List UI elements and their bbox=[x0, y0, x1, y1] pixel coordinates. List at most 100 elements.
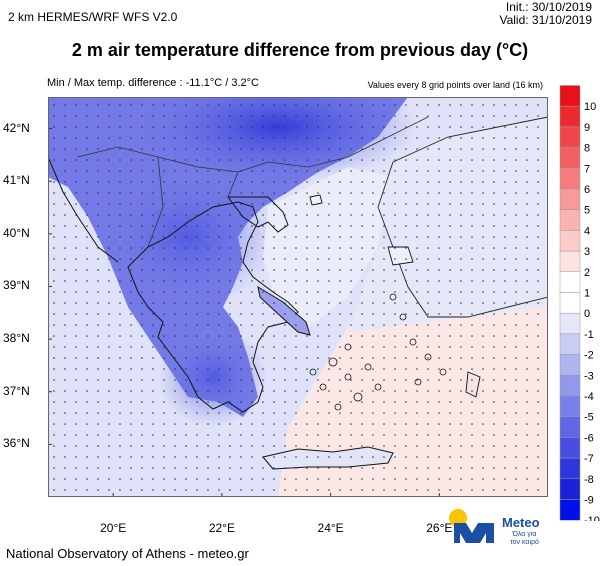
value-marker bbox=[394, 412, 396, 414]
value-marker bbox=[460, 346, 462, 348]
value-marker bbox=[295, 423, 297, 425]
value-marker bbox=[416, 181, 418, 183]
value-marker bbox=[240, 401, 242, 403]
value-marker bbox=[427, 357, 429, 359]
value-marker bbox=[515, 280, 517, 282]
value-marker bbox=[328, 104, 330, 106]
value-marker bbox=[97, 159, 99, 161]
colorbar-swatch bbox=[559, 354, 581, 376]
value-marker bbox=[163, 214, 165, 216]
value-marker bbox=[295, 478, 297, 480]
value-marker bbox=[174, 379, 176, 381]
value-marker bbox=[251, 445, 253, 447]
value-marker bbox=[482, 148, 484, 150]
value-marker bbox=[240, 203, 242, 205]
value-marker bbox=[460, 390, 462, 392]
value-marker bbox=[493, 412, 495, 414]
value-marker bbox=[449, 181, 451, 183]
meteo-logo: Meteo Όλα για τον καιρό bbox=[444, 505, 564, 547]
value-marker bbox=[152, 379, 154, 381]
value-marker bbox=[262, 159, 264, 161]
value-marker bbox=[449, 489, 451, 491]
value-marker bbox=[471, 346, 473, 348]
value-marker bbox=[262, 313, 264, 315]
value-marker bbox=[449, 192, 451, 194]
value-marker bbox=[416, 280, 418, 282]
value-marker bbox=[317, 291, 319, 293]
value-marker bbox=[372, 368, 374, 370]
value-marker bbox=[526, 434, 528, 436]
value-marker bbox=[339, 379, 341, 381]
logo-name: Meteo bbox=[502, 515, 540, 530]
meteo-logo-mark bbox=[449, 509, 494, 543]
value-marker bbox=[460, 302, 462, 304]
value-marker bbox=[185, 324, 187, 326]
value-marker bbox=[405, 126, 407, 128]
value-marker bbox=[97, 104, 99, 106]
value-marker bbox=[86, 324, 88, 326]
value-marker bbox=[53, 214, 55, 216]
value-marker bbox=[229, 467, 231, 469]
value-marker bbox=[493, 456, 495, 458]
value-marker bbox=[284, 159, 286, 161]
value-marker bbox=[339, 478, 341, 480]
value-marker bbox=[350, 269, 352, 271]
value-marker bbox=[515, 423, 517, 425]
value-marker bbox=[108, 445, 110, 447]
value-marker bbox=[295, 379, 297, 381]
value-marker bbox=[185, 467, 187, 469]
value-marker bbox=[108, 456, 110, 458]
value-marker bbox=[130, 313, 132, 315]
value-marker bbox=[361, 302, 363, 304]
value-marker bbox=[493, 181, 495, 183]
value-marker bbox=[119, 335, 121, 337]
value-marker bbox=[163, 357, 165, 359]
value-marker bbox=[306, 368, 308, 370]
value-marker bbox=[372, 236, 374, 238]
value-marker bbox=[295, 390, 297, 392]
value-marker bbox=[383, 445, 385, 447]
value-marker bbox=[383, 280, 385, 282]
value-marker bbox=[152, 302, 154, 304]
value-marker bbox=[471, 291, 473, 293]
value-marker bbox=[86, 247, 88, 249]
value-marker bbox=[361, 236, 363, 238]
map-title: 2 m air temperature difference from prev… bbox=[71, 40, 529, 60]
value-marker bbox=[438, 247, 440, 249]
value-marker bbox=[427, 456, 429, 458]
value-marker bbox=[152, 434, 154, 436]
value-marker bbox=[427, 313, 429, 315]
value-marker bbox=[350, 236, 352, 238]
value-marker bbox=[152, 291, 154, 293]
value-marker bbox=[196, 115, 198, 117]
value-marker bbox=[416, 269, 418, 271]
value-marker bbox=[75, 324, 77, 326]
value-marker bbox=[273, 390, 275, 392]
value-marker bbox=[537, 148, 539, 150]
colorbar-label: 5 bbox=[584, 205, 590, 217]
value-marker bbox=[262, 346, 264, 348]
value-marker bbox=[240, 313, 242, 315]
value-marker bbox=[163, 390, 165, 392]
value-marker bbox=[97, 324, 99, 326]
value-marker bbox=[185, 456, 187, 458]
value-marker bbox=[152, 269, 154, 271]
credit-text: National Observatory of Athens - meteo.g… bbox=[6, 546, 249, 561]
value-marker bbox=[515, 181, 517, 183]
value-marker bbox=[97, 357, 99, 359]
value-marker bbox=[482, 379, 484, 381]
value-marker bbox=[240, 280, 242, 282]
value-marker bbox=[449, 302, 451, 304]
value-marker bbox=[240, 434, 242, 436]
value-marker bbox=[185, 291, 187, 293]
value-marker bbox=[75, 115, 77, 117]
value-marker bbox=[361, 467, 363, 469]
colorbar-label: -5 bbox=[584, 412, 594, 424]
value-marker bbox=[97, 137, 99, 139]
value-marker bbox=[339, 302, 341, 304]
value-marker bbox=[350, 324, 352, 326]
value-marker bbox=[141, 258, 143, 260]
value-marker bbox=[229, 401, 231, 403]
value-marker bbox=[75, 434, 77, 436]
value-marker bbox=[372, 434, 374, 436]
